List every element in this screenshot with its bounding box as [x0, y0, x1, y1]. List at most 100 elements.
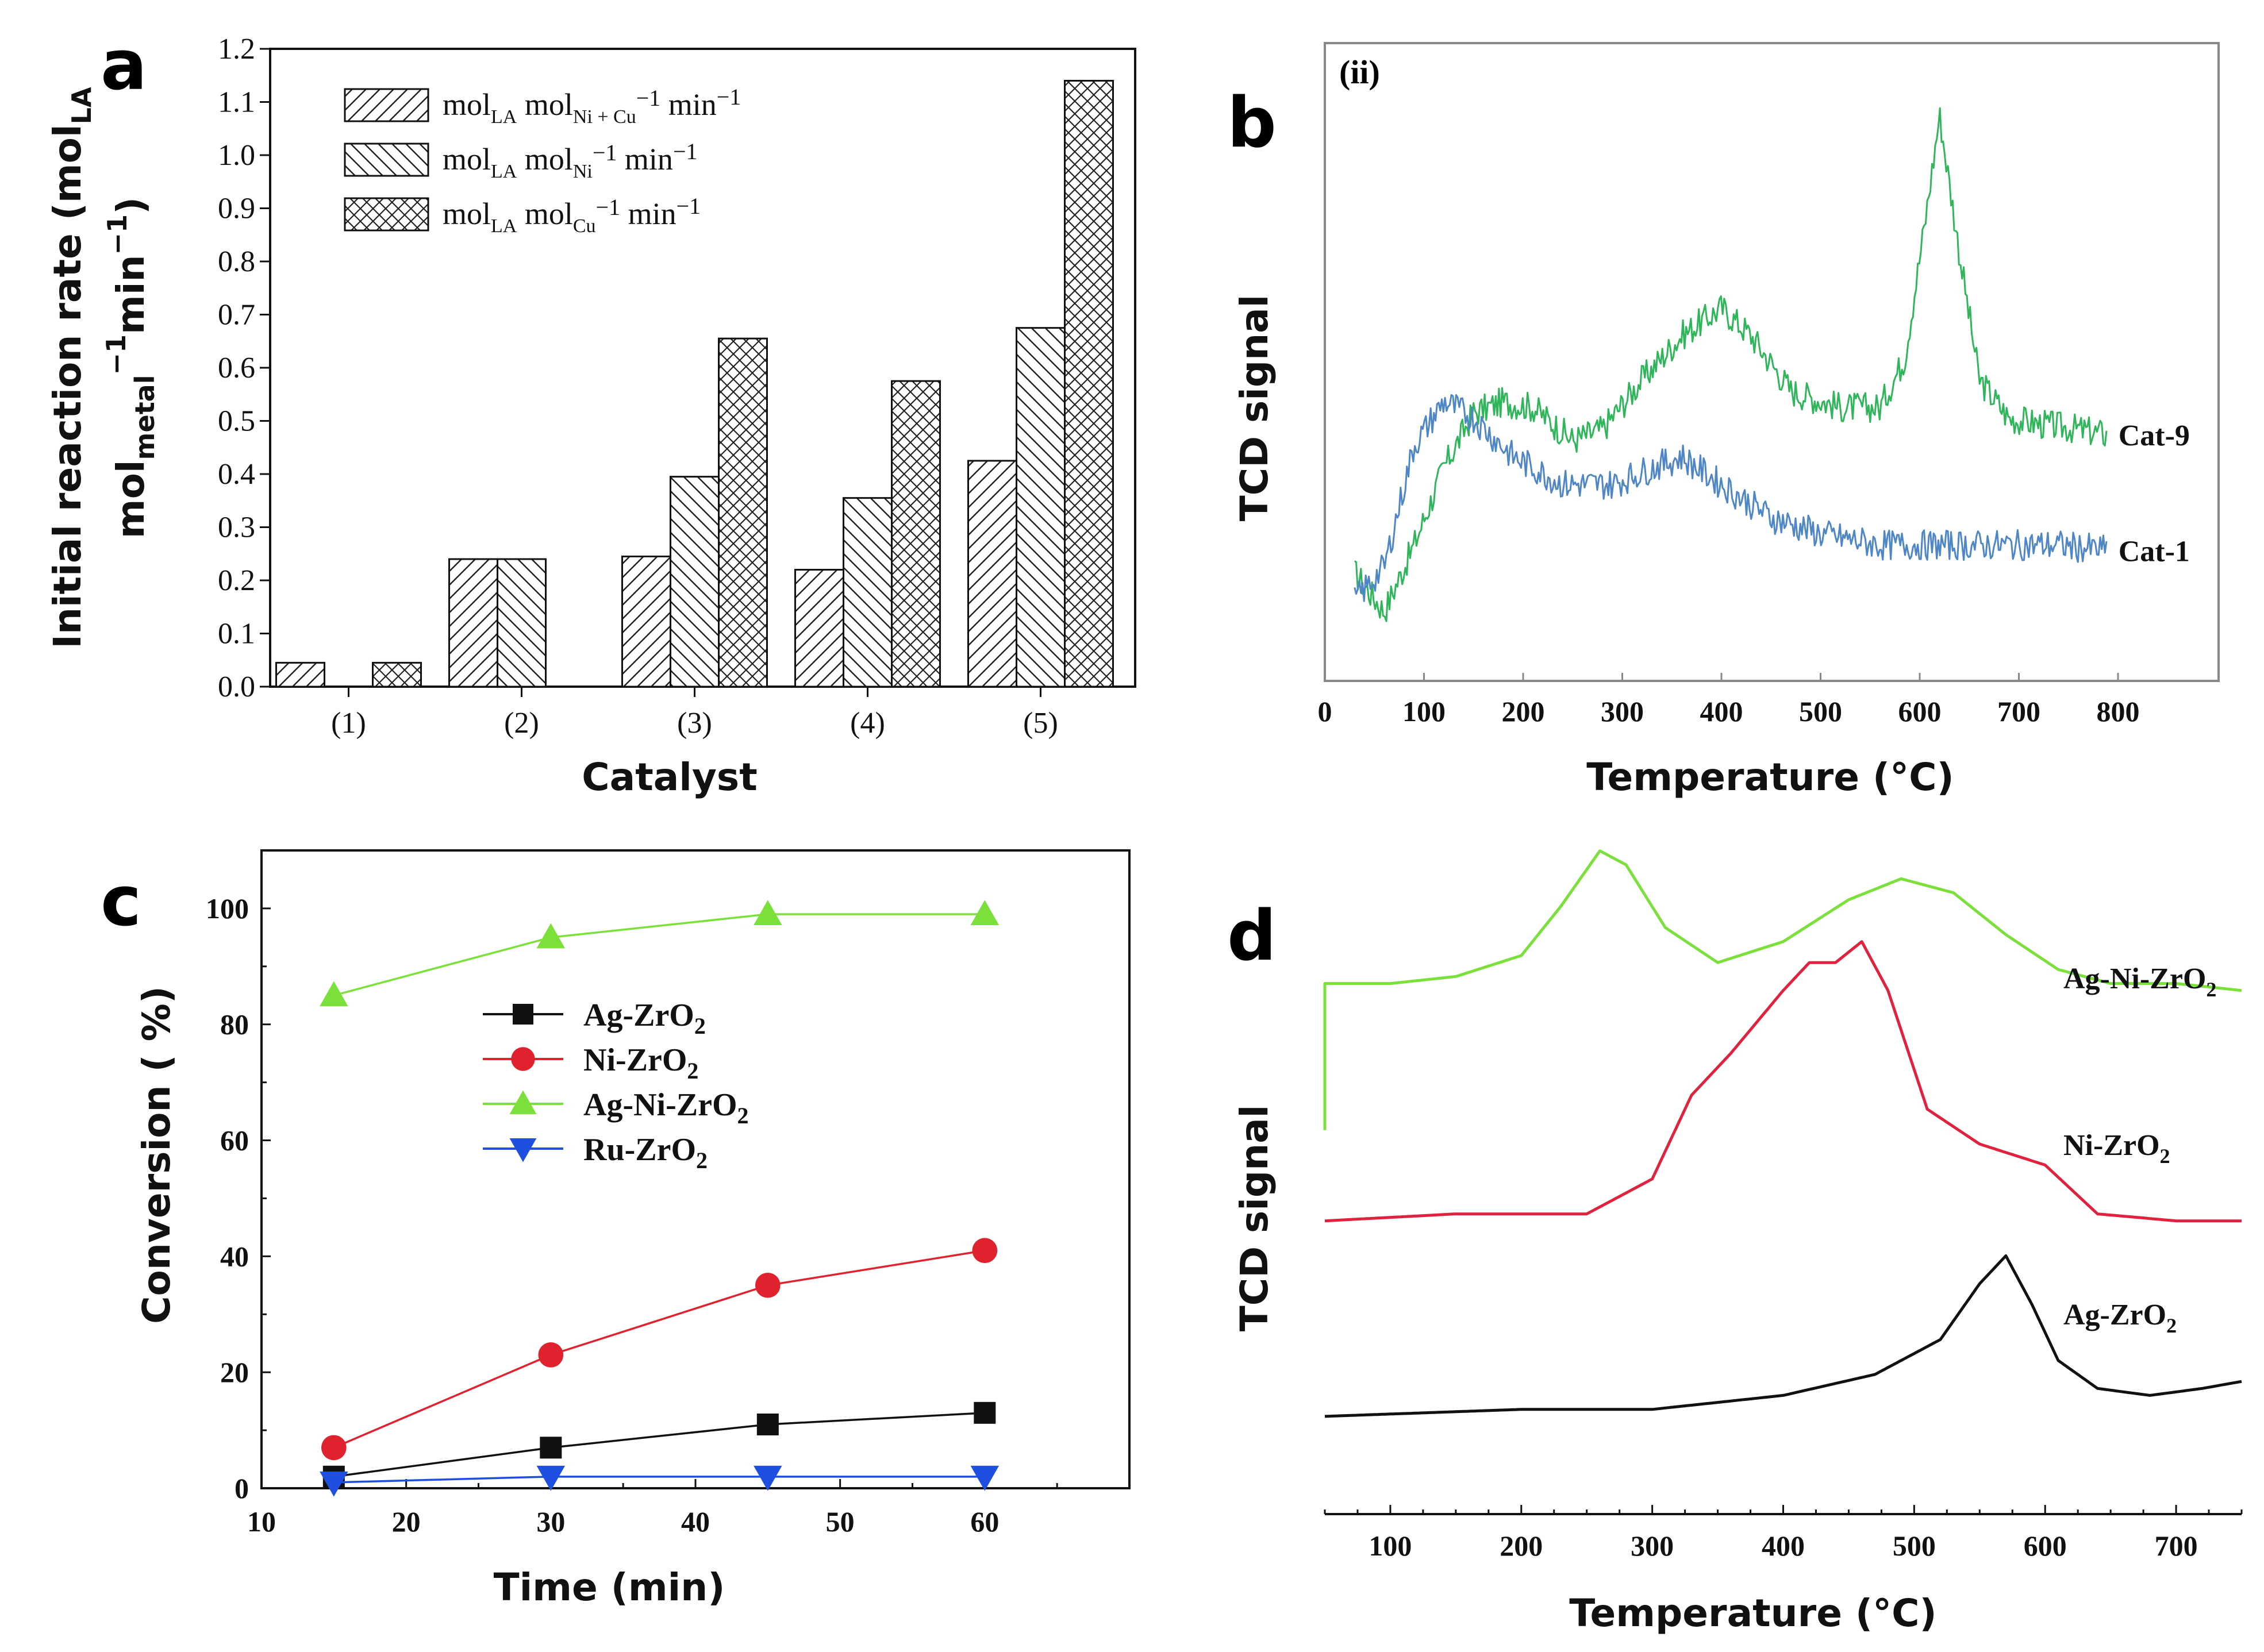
panel-c-x-ticks: 10 20 30 40 50 60: [247, 1479, 1058, 1538]
bar-fwd: [275, 661, 325, 688]
marker-circle: [511, 1047, 535, 1071]
panel-b-plot-frame: [1324, 42, 2220, 682]
x-tick-label: 500: [1799, 695, 1842, 727]
bar-back: [1016, 327, 1066, 688]
panel-c-x-axis-title: Time (min): [494, 1565, 725, 1609]
y-tick-label: 0: [235, 1472, 249, 1504]
series-line: [333, 913, 985, 996]
panel-b-y-axis-title: TCD signal: [1232, 295, 1277, 522]
x-tick-label: 60: [970, 1505, 999, 1538]
legend-label: Ni-ZrO2: [583, 1042, 698, 1084]
panel-c: c 0 20 40 60 80 100 10 20 30 40 50 60 Ag-ZrO2Ni-Zr…: [101, 849, 1131, 1609]
panel-b-x-ticks: 0 100 200 300 400 500 600 700 800: [1318, 673, 2140, 727]
x-tick-label: 700: [2155, 1530, 2198, 1562]
panel-d-x-ticks: 100 200 300 400 500 600 700: [1324, 1505, 2243, 1562]
panel-letter-a: a: [101, 26, 147, 106]
x-tick-label: (4): [850, 707, 885, 740]
panel-c-series: [320, 900, 1000, 1497]
panel-d-y-axis-title: TCD signal: [1232, 1105, 1277, 1332]
panel-letter-d: d: [1227, 896, 1277, 976]
y-tick-label: 0.1: [218, 618, 255, 650]
legend-label: Ag-Ni-ZrO2: [583, 1087, 749, 1129]
x-tick-label: 200: [1500, 1530, 1543, 1562]
y-tick-label: 100: [206, 892, 249, 925]
marker-square: [540, 1437, 562, 1459]
y-tick-label: 40: [220, 1240, 249, 1272]
y-tick-label: 80: [220, 1008, 249, 1041]
panel-c-y-axis-title: Conversion ( %): [134, 986, 179, 1324]
legend-label: molLA molNi + Cu−1 min−1: [443, 84, 741, 128]
x-tick-label: 40: [681, 1505, 710, 1538]
marker-triangle-up: [509, 1090, 537, 1114]
tpr-curve-Ag-ZrO2: [1324, 1254, 2242, 1418]
curve-label: Cat-1: [2119, 535, 2190, 568]
bar-back: [843, 497, 893, 688]
bar-fwd: [794, 569, 844, 688]
marker-triangle-down: [509, 1138, 537, 1162]
marker-triangle-up: [970, 900, 1000, 925]
legend-label: Ru-ZrO2: [583, 1132, 708, 1173]
legend-swatch: [344, 143, 429, 177]
x-tick-label: 20: [392, 1505, 421, 1538]
tpr-curve-Cat-9: [1354, 107, 2108, 622]
y-tick-label: 1.1: [218, 86, 255, 119]
tpr-curve-Cat-1: [1354, 394, 2108, 602]
legend-label: Ag-ZrO2: [583, 998, 706, 1039]
x-tick-label: 600: [2024, 1530, 2067, 1562]
y-tick-label: 0.6: [218, 352, 255, 384]
bar-fwd: [621, 555, 671, 688]
x-tick-label: (3): [677, 707, 712, 740]
x-tick-label: (2): [504, 707, 539, 740]
y-tick-label: 0.2: [218, 564, 255, 597]
y-tick-label: 60: [220, 1125, 249, 1157]
curve-label: Ag-ZrO2: [2063, 1299, 2177, 1337]
series-line: [333, 1476, 985, 1484]
x-tick-label: 300: [1631, 1530, 1674, 1562]
panel-a-bars: [275, 80, 1114, 688]
y-tick-label: 0.5: [218, 405, 255, 438]
marker-triangle-down: [320, 1471, 348, 1497]
panel-b-inset-label: (ii): [1339, 53, 1380, 91]
tpr-curve-Ni-ZrO2: [1324, 940, 2242, 1223]
curve-label: Ni-ZrO2: [2063, 1129, 2170, 1168]
panel-letter-b: b: [1227, 83, 1277, 163]
panel-b-x-axis-title: Temperature (°C): [1586, 755, 1954, 799]
bar-fwd: [967, 460, 1017, 688]
marker-square: [756, 1414, 779, 1435]
y-tick-label: 1.0: [218, 139, 255, 172]
x-tick-label: 0: [1318, 695, 1332, 727]
bar-cross: [891, 380, 941, 688]
x-tick-label: 500: [1893, 1530, 1936, 1562]
marker-triangle-up: [320, 981, 348, 1007]
panel-d-x-axis-title: Temperature (°C): [1569, 1591, 1936, 1635]
bar-cross: [1064, 80, 1114, 688]
panel-b-curves: Cat-9 Cat-1: [1354, 107, 2190, 622]
bar-back: [670, 476, 720, 688]
y-tick-label: 0.3: [218, 511, 255, 544]
marker-triangle-down: [970, 1465, 1000, 1491]
bar-cross: [718, 337, 768, 688]
panel-a-x-ticks: (1) (2) (3) (4) (5): [331, 687, 1058, 740]
x-tick-label: 200: [1502, 695, 1545, 727]
x-tick-label: (5): [1023, 707, 1058, 740]
y-tick-label: 0.9: [218, 192, 255, 225]
panel-a: a 0.0 0.1 0.2 0.3 0.4 0.5 0.6 0.7 0.8 0.9 1.0 1.1 1.…: [45, 26, 1136, 799]
bar-fwd: [448, 558, 498, 688]
panel-letter-c: c: [101, 862, 141, 942]
x-tick-label: (1): [331, 707, 366, 740]
legend-label: molLA molNi−1 min−1: [443, 138, 698, 182]
curve-label: Cat-9: [2119, 419, 2190, 452]
tpr-curve-Ag-Ni-ZrO2: [1323, 849, 2242, 1130]
panel-a-y-ticks: 0.0 0.1 0.2 0.3 0.4 0.5 0.6 0.7 0.8 0.9 1.0 1.1 1.2: [218, 33, 270, 703]
marker-square: [974, 1401, 996, 1424]
marker-circle: [755, 1272, 781, 1298]
legend-swatch: [344, 197, 429, 232]
x-tick-label: 30: [536, 1505, 565, 1538]
legend-swatch: [344, 88, 429, 122]
y-tick-label: 0.0: [218, 671, 255, 703]
panel-b: b (ii) 0 100 200 300 400 500 600 700 800 Cat-9Ca…: [1227, 42, 2220, 799]
y-tick-label: 0.7: [218, 299, 255, 332]
x-tick-label: 50: [826, 1505, 855, 1538]
